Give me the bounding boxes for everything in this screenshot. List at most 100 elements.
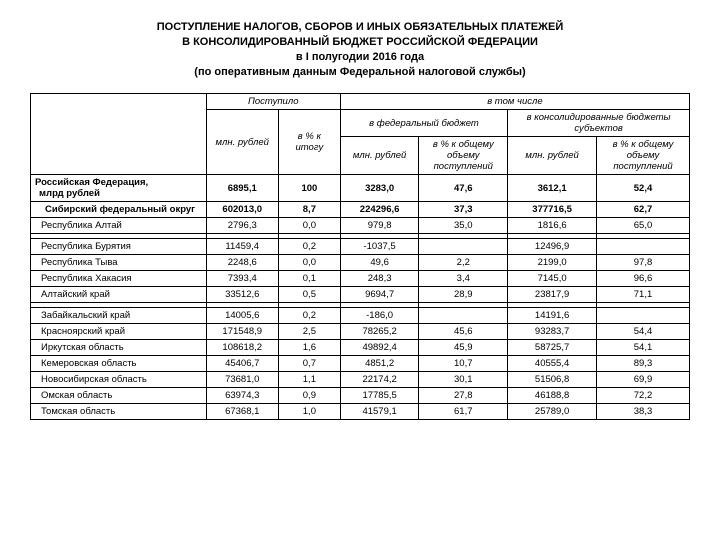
table-row: Республика Тыва2248,60,049,62,22199,097,… [31, 255, 690, 271]
cell-c6: 52,4 [597, 175, 690, 202]
region-name: Кемеровская область [31, 356, 207, 372]
table-row: Кемеровская область45406,70,74851,210,74… [31, 356, 690, 372]
cell-c1: 2248,6 [206, 255, 278, 271]
table-row: Красноярский край171548,92,578265,245,69… [31, 324, 690, 340]
region-name: Республика Алтай [31, 218, 207, 234]
table-row: Иркутская область108618,21,649892,445,95… [31, 340, 690, 356]
cell-c5: 377716,5 [508, 202, 597, 218]
cell-c1: 63974,3 [206, 388, 278, 404]
region-name: Республика Бурятия [31, 239, 207, 255]
cell-c6: 89,3 [597, 356, 690, 372]
cell-c4: 28,9 [419, 287, 508, 303]
cell-c5: 2199,0 [508, 255, 597, 271]
head-mln-rub-2: млн. рублей [340, 137, 419, 175]
cell-c5: 3612,1 [508, 175, 597, 202]
table-row: Сибирский федеральный округ602013,08,722… [31, 202, 690, 218]
cell-c4: 10,7 [419, 356, 508, 372]
head-received: Поступило [206, 94, 340, 110]
table-row: Новосибирская область73681,01,122174,230… [31, 372, 690, 388]
cell-c4: 45,6 [419, 324, 508, 340]
head-mln-rub-3: млн. рублей [508, 137, 597, 175]
region-name: Забайкальский край [31, 308, 207, 324]
head-pct-vol-1: в % к общему объему поступлений [419, 137, 508, 175]
cell-c4: 2,2 [419, 255, 508, 271]
table-body: Российская Федерация,млрд рублей6895,1 10… [31, 175, 690, 420]
head-pct-vol-2: в % к общему объему поступлений [597, 137, 690, 175]
region-name: Алтайский край [31, 287, 207, 303]
cell-c3: 248,3 [340, 271, 419, 287]
cell-c6: 71,1 [597, 287, 690, 303]
cell-c6: 97,8 [597, 255, 690, 271]
cell-c2: 8,7 [278, 202, 340, 218]
cell-c2: 2,5 [278, 324, 340, 340]
tax-table: Поступило в том числе млн. рублей в % к … [30, 93, 690, 420]
table-row: Республика Алтай2796,30,0979,835,01816,6… [31, 218, 690, 234]
head-empty [31, 94, 207, 175]
cell-c3: 22174,2 [340, 372, 419, 388]
cell-c2: 1,1 [278, 372, 340, 388]
title-line-4: (по оперативным данным Федеральной налог… [194, 66, 525, 78]
cell-c2: 0,9 [278, 388, 340, 404]
table-row: Республика Хакасия7393,40,1248,33,47145,… [31, 271, 690, 287]
cell-c6: 65,0 [597, 218, 690, 234]
cell-c2: 0,1 [278, 271, 340, 287]
cell-c2: 1,0 [278, 404, 340, 420]
cell-c6: 54,1 [597, 340, 690, 356]
cell-c4: 37,3 [419, 202, 508, 218]
region-name: Красноярский край [31, 324, 207, 340]
cell-c2: 1,6 [278, 340, 340, 356]
cell-c1: 14005,6 [206, 308, 278, 324]
cell-c6: 72,2 [597, 388, 690, 404]
cell-c1: 6895,1 [206, 175, 278, 202]
head-including: в том числе [340, 94, 689, 110]
cell-c6: 38,3 [597, 404, 690, 420]
cell-c1: 171548,9 [206, 324, 278, 340]
cell-c3: 3283,0 [340, 175, 419, 202]
region-name: Новосибирская область [31, 372, 207, 388]
cell-c6 [597, 239, 690, 255]
cell-c2: 0,0 [278, 218, 340, 234]
cell-c4: 30,1 [419, 372, 508, 388]
region-name: Томская область [31, 404, 207, 420]
cell-c5: 1816,6 [508, 218, 597, 234]
region-name: Республика Хакасия [31, 271, 207, 287]
cell-c1: 2796,3 [206, 218, 278, 234]
cell-c1: 45406,7 [206, 356, 278, 372]
cell-c4 [419, 239, 508, 255]
cell-c5: 93283,7 [508, 324, 597, 340]
cell-c1: 7393,4 [206, 271, 278, 287]
cell-c5: 14191,6 [508, 308, 597, 324]
cell-c6: 96,6 [597, 271, 690, 287]
cell-c5: 25789,0 [508, 404, 597, 420]
table-row: Российская Федерация,млрд рублей6895,110… [31, 175, 690, 202]
cell-c3: 49892,4 [340, 340, 419, 356]
cell-c5: 58725,7 [508, 340, 597, 356]
table-row: Томская область67368,11,041579,161,72578… [31, 404, 690, 420]
cell-c3: 9694,7 [340, 287, 419, 303]
region-name: Омская область [31, 388, 207, 404]
region-name: Российская Федерация,млрд рублей [31, 175, 207, 202]
cell-c3: 17785,5 [340, 388, 419, 404]
head-pct-total: в % к итогу [278, 110, 340, 175]
region-name: Иркутская область [31, 340, 207, 356]
cell-c1: 67368,1 [206, 404, 278, 420]
cell-c2: 0,0 [278, 255, 340, 271]
table-head: Поступило в том числе млн. рублей в % к … [31, 94, 690, 175]
cell-c3: 224296,6 [340, 202, 419, 218]
cell-c1: 602013,0 [206, 202, 278, 218]
cell-c5: 23817,9 [508, 287, 597, 303]
cell-c4 [419, 308, 508, 324]
cell-c3: 4851,2 [340, 356, 419, 372]
cell-c1: 11459,4 [206, 239, 278, 255]
cell-c1: 33512,6 [206, 287, 278, 303]
cell-c2: 0,2 [278, 239, 340, 255]
cell-c4: 47,6 [419, 175, 508, 202]
cell-c1: 73681,0 [206, 372, 278, 388]
cell-c6: 62,7 [597, 202, 690, 218]
region-name: Сибирский федеральный округ [31, 202, 207, 218]
cell-c3: 49,6 [340, 255, 419, 271]
cell-c5: 7145,0 [508, 271, 597, 287]
cell-c5: 46188,8 [508, 388, 597, 404]
cell-c3: 78265,2 [340, 324, 419, 340]
cell-c5: 12496,9 [508, 239, 597, 255]
